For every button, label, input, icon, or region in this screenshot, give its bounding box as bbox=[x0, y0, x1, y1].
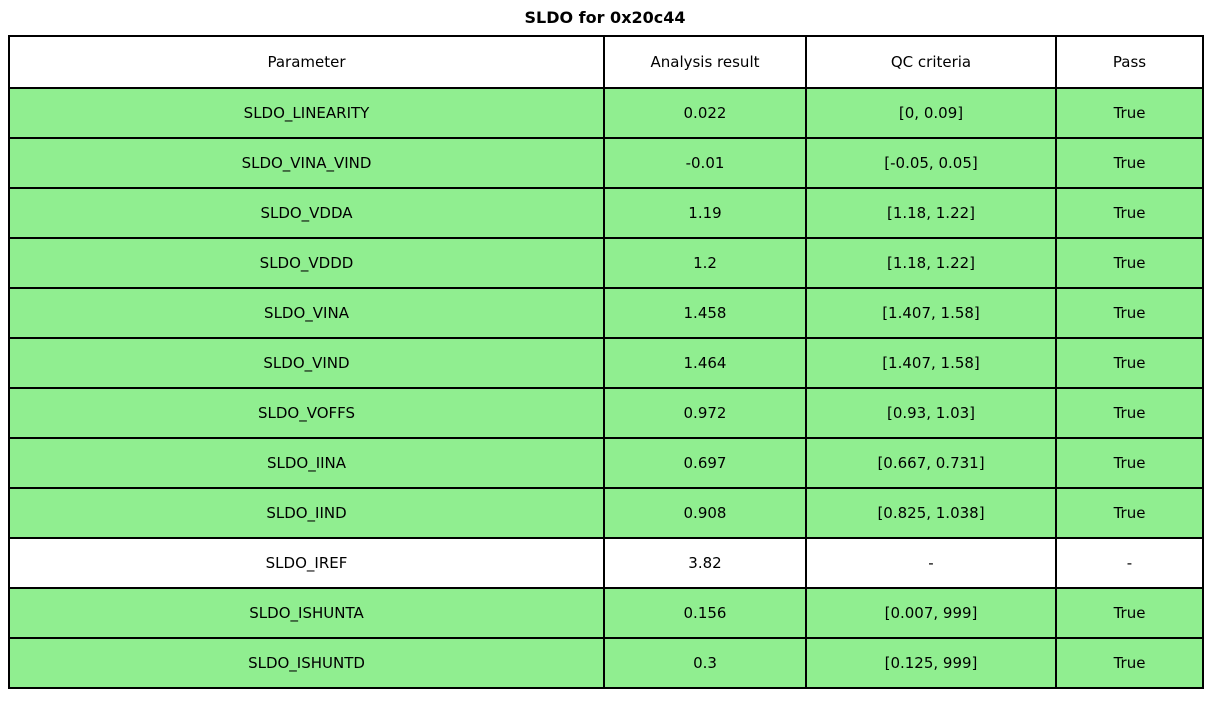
table-row: SLDO_LINEARITY 0.022 [0, 0.09] True bbox=[8, 87, 1204, 139]
cell-pass: True bbox=[1055, 87, 1204, 139]
cell-qc-criteria: [1.407, 1.58] bbox=[805, 287, 1057, 339]
cell-analysis-result: 0.908 bbox=[603, 487, 807, 539]
column-header-qc-criteria: QC criteria bbox=[805, 35, 1057, 89]
cell-parameter: SLDO_ISHUNTD bbox=[8, 637, 605, 689]
cell-analysis-result: 1.19 bbox=[603, 187, 807, 239]
cell-analysis-result: -0.01 bbox=[603, 137, 807, 189]
cell-pass: True bbox=[1055, 187, 1204, 239]
cell-analysis-result: 0.972 bbox=[603, 387, 807, 439]
cell-analysis-result: 1.458 bbox=[603, 287, 807, 339]
table-row: SLDO_VDDD 1.2 [1.18, 1.22] True bbox=[8, 237, 1204, 289]
cell-pass: True bbox=[1055, 337, 1204, 389]
cell-parameter: SLDO_IREF bbox=[8, 537, 605, 589]
table-row: SLDO_ISHUNTD 0.3 [0.125, 999] True bbox=[8, 637, 1204, 689]
cell-analysis-result: 0.156 bbox=[603, 587, 807, 639]
cell-qc-criteria: [0.667, 0.731] bbox=[805, 437, 1057, 489]
cell-analysis-result: 1.464 bbox=[603, 337, 807, 389]
cell-parameter: SLDO_VDDA bbox=[8, 187, 605, 239]
cell-parameter: SLDO_VINA_VIND bbox=[8, 137, 605, 189]
cell-parameter: SLDO_VIND bbox=[8, 337, 605, 389]
cell-qc-criteria: [0.825, 1.038] bbox=[805, 487, 1057, 539]
column-header-analysis-result: Analysis result bbox=[603, 35, 807, 89]
table-row: SLDO_ISHUNTA 0.156 [0.007, 999] True bbox=[8, 587, 1204, 639]
cell-qc-criteria: [1.18, 1.22] bbox=[805, 187, 1057, 239]
table-body: SLDO_LINEARITY 0.022 [0, 0.09] True SLDO… bbox=[8, 87, 1204, 689]
cell-pass: True bbox=[1055, 287, 1204, 339]
cell-pass: True bbox=[1055, 137, 1204, 189]
cell-parameter: SLDO_VINA bbox=[8, 287, 605, 339]
cell-parameter: SLDO_IIND bbox=[8, 487, 605, 539]
cell-parameter: SLDO_LINEARITY bbox=[8, 87, 605, 139]
cell-qc-criteria: [0, 0.09] bbox=[805, 87, 1057, 139]
cell-parameter: SLDO_ISHUNTA bbox=[8, 587, 605, 639]
table-row: SLDO_VIND 1.464 [1.407, 1.58] True bbox=[8, 337, 1204, 389]
header-row: Parameter Analysis result QC criteria Pa… bbox=[8, 35, 1204, 89]
cell-analysis-result: 1.2 bbox=[603, 237, 807, 289]
cell-qc-criteria: - bbox=[805, 537, 1057, 589]
table-row: SLDO_VOFFS 0.972 [0.93, 1.03] True bbox=[8, 387, 1204, 439]
cell-qc-criteria: [0.125, 999] bbox=[805, 637, 1057, 689]
cell-parameter: SLDO_VOFFS bbox=[8, 387, 605, 439]
cell-parameter: SLDO_IINA bbox=[8, 437, 605, 489]
cell-pass: True bbox=[1055, 587, 1204, 639]
qc-results-table: Parameter Analysis result QC criteria Pa… bbox=[8, 35, 1204, 689]
cell-pass: True bbox=[1055, 237, 1204, 289]
table-row: SLDO_VINA 1.458 [1.407, 1.58] True bbox=[8, 287, 1204, 339]
cell-qc-criteria: [1.18, 1.22] bbox=[805, 237, 1057, 289]
table-row: SLDO_VDDA 1.19 [1.18, 1.22] True bbox=[8, 187, 1204, 239]
cell-pass: True bbox=[1055, 487, 1204, 539]
column-header-pass: Pass bbox=[1055, 35, 1204, 89]
cell-analysis-result: 0.3 bbox=[603, 637, 807, 689]
cell-parameter: SLDO_VDDD bbox=[8, 237, 605, 289]
cell-pass: True bbox=[1055, 437, 1204, 489]
cell-analysis-result: 0.022 bbox=[603, 87, 807, 139]
cell-qc-criteria: [0.93, 1.03] bbox=[805, 387, 1057, 439]
cell-pass: - bbox=[1055, 537, 1204, 589]
table-row: SLDO_IINA 0.697 [0.667, 0.731] True bbox=[8, 437, 1204, 489]
cell-analysis-result: 3.82 bbox=[603, 537, 807, 589]
table-row: SLDO_IREF 3.82 - - bbox=[8, 537, 1204, 589]
cell-qc-criteria: [1.407, 1.58] bbox=[805, 337, 1057, 389]
column-header-parameter: Parameter bbox=[8, 35, 605, 89]
cell-pass: True bbox=[1055, 637, 1204, 689]
cell-pass: True bbox=[1055, 387, 1204, 439]
cell-qc-criteria: [0.007, 999] bbox=[805, 587, 1057, 639]
page-title: SLDO for 0x20c44 bbox=[524, 8, 686, 27]
cell-analysis-result: 0.697 bbox=[603, 437, 807, 489]
cell-qc-criteria: [-0.05, 0.05] bbox=[805, 137, 1057, 189]
table-row: SLDO_VINA_VIND -0.01 [-0.05, 0.05] True bbox=[8, 137, 1204, 189]
table-row: SLDO_IIND 0.908 [0.825, 1.038] True bbox=[8, 487, 1204, 539]
